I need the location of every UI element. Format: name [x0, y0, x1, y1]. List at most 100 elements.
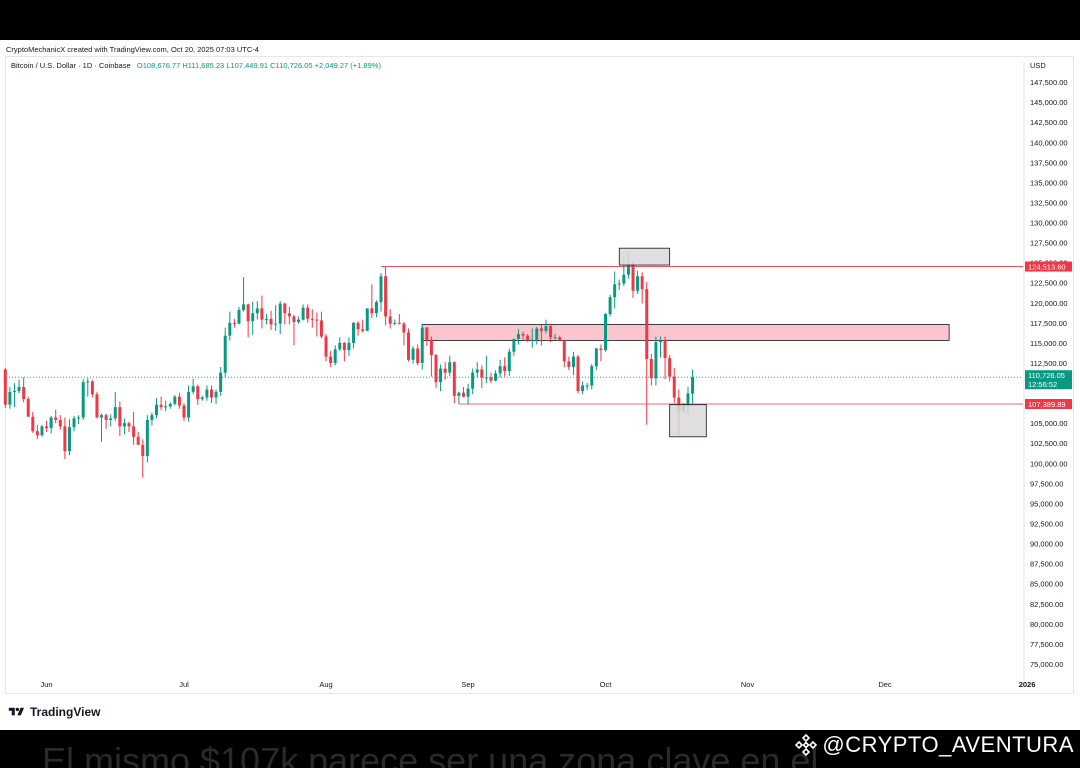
candle-body	[319, 320, 323, 337]
candle-body	[347, 342, 351, 351]
candle-body	[374, 301, 378, 314]
candle-body	[109, 418, 113, 420]
candle-body	[411, 348, 415, 360]
candle-body	[338, 342, 342, 350]
candle-body	[475, 369, 479, 373]
candle-body	[503, 366, 507, 371]
candle-body	[278, 303, 282, 324]
y-tick-label: 80,000.00	[1030, 620, 1063, 629]
candle-body	[448, 362, 452, 373]
candle-body	[562, 340, 566, 362]
bar-countdown-label: 12:56:52	[1028, 380, 1057, 389]
tradingview-brand: TradingView	[30, 705, 101, 719]
candle-body	[164, 406, 168, 408]
supply-zone	[421, 324, 950, 341]
y-tick-label: 137,500.00	[1030, 158, 1068, 167]
candle-body	[494, 373, 498, 381]
candle-body	[77, 417, 81, 419]
candle-body	[310, 318, 314, 320]
candle-body	[558, 337, 562, 341]
candle-body	[608, 297, 612, 315]
candle-body	[443, 368, 447, 373]
candle-body	[352, 322, 356, 343]
candle-body	[118, 407, 122, 427]
candle-body	[205, 389, 209, 398]
symbol-name: Bitcoin / U.S. Dollar · 1D · Coinbase	[11, 61, 131, 70]
y-tick-label: 140,000.00	[1030, 138, 1068, 147]
candle-body	[384, 276, 388, 317]
candle-body	[553, 337, 557, 339]
candle-body	[521, 334, 525, 336]
candle-body	[72, 418, 76, 428]
candle-body	[237, 310, 241, 324]
candle-body	[12, 391, 16, 393]
binance-icon	[795, 733, 818, 757]
candle-body	[516, 334, 520, 339]
y-tick-label: 132,500.00	[1030, 198, 1068, 207]
top-black-bar	[0, 0, 1080, 40]
candle-body	[264, 318, 268, 320]
candle-body	[622, 274, 626, 284]
ohlc-low: L107,449.91	[226, 61, 269, 70]
candle-body	[63, 426, 67, 452]
resistance-price-label: 124,513.60	[1028, 263, 1066, 272]
candle-body	[168, 403, 172, 407]
candle-body	[100, 415, 104, 418]
candle-body	[95, 394, 99, 418]
candle-body	[535, 328, 539, 340]
candle-body	[173, 396, 177, 404]
candle-body	[640, 276, 644, 290]
y-tick-label: 102,500.00	[1030, 439, 1068, 448]
candle-body	[576, 356, 580, 392]
x-tick-label: Aug	[319, 680, 332, 689]
candle-body	[246, 304, 250, 322]
candle-body	[242, 304, 246, 311]
candle-body	[67, 427, 71, 452]
caption-text: El mismo $107k parece ser una zona clave…	[42, 740, 819, 768]
x-tick-label: 2026	[1019, 680, 1036, 689]
candlestick-chart[interactable]: USD 147,500.00 145,000.00 142,500.00 140,000…	[0, 40, 1080, 730]
candle-body	[58, 419, 62, 427]
y-tick-label: 85,000.00	[1030, 580, 1063, 589]
candle-body	[255, 308, 259, 314]
candle-body	[466, 388, 470, 397]
candle-body	[654, 342, 658, 379]
candle-body	[585, 385, 589, 387]
tradingview-icon	[8, 707, 24, 716]
candle-body	[269, 318, 273, 325]
candle-body	[571, 356, 575, 367]
candle-body	[210, 389, 213, 398]
candle-body	[434, 354, 438, 383]
candle-body	[507, 351, 511, 371]
candle-body	[512, 338, 516, 352]
candle-body	[81, 382, 85, 418]
x-tick-label: Dec	[878, 680, 892, 689]
y-tick-label: 147,500.00	[1030, 78, 1068, 87]
candle-body	[365, 308, 369, 331]
candle-body	[274, 323, 278, 325]
candle-body	[539, 328, 543, 331]
candle-body	[315, 319, 319, 321]
y-tick-label: 135,000.00	[1030, 178, 1068, 187]
ohlc-change: +2,049.27 (+1.89%)	[314, 61, 381, 70]
candle-body	[214, 391, 218, 398]
currency-label: USD	[1030, 61, 1046, 70]
candle-body	[649, 358, 653, 379]
candle-body	[544, 326, 548, 331]
candle-body	[301, 307, 305, 320]
candle-body	[489, 377, 493, 381]
candle-body	[342, 342, 346, 351]
candle-body	[122, 423, 126, 427]
candle-body	[631, 264, 635, 291]
candle-body	[49, 417, 53, 428]
tradingview-logo: TradingView	[7, 704, 100, 720]
candle-body	[526, 335, 530, 341]
candle-body	[26, 399, 30, 417]
candle-body	[672, 376, 676, 398]
candle-body	[626, 264, 630, 275]
candle-body	[177, 396, 181, 406]
current-price-tag	[1025, 370, 1072, 390]
candle-body	[668, 358, 672, 377]
caption-bar: El mismo $107k parece ser una zona clave…	[0, 730, 1080, 768]
ohlc-high: H111,685.23	[182, 61, 225, 70]
